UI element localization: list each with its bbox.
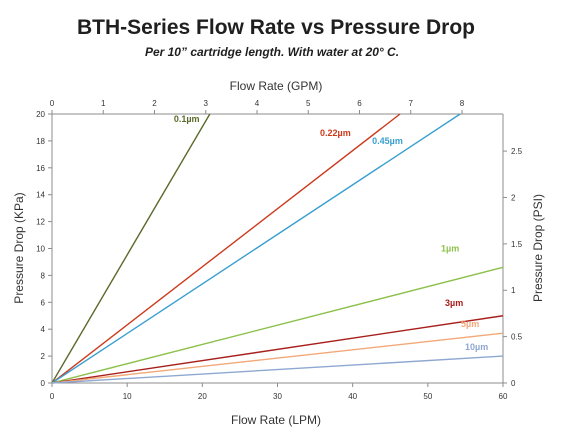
series-line-6 xyxy=(51,355,504,384)
series-line-4 xyxy=(51,315,504,384)
y-tick-label: 12 xyxy=(36,218,45,227)
x2-tick-label: 5 xyxy=(306,99,311,108)
x2-tick-label: 8 xyxy=(460,99,465,108)
x-tick-label: 30 xyxy=(273,392,282,401)
x-tick-label: 60 xyxy=(499,392,508,401)
chart-subtitle: Per 10” cartridge length. With water at … xyxy=(145,45,399,59)
y-tick-label: 6 xyxy=(41,298,46,307)
series-line-2 xyxy=(51,113,461,384)
y2-tick-label: 2 xyxy=(511,193,516,202)
y-tick-label: 14 xyxy=(36,191,45,200)
series-label-3: 1µm xyxy=(441,243,459,253)
y-tick-label: 16 xyxy=(36,164,45,173)
series-label-4: 3µm xyxy=(445,298,463,308)
x2-axis-title: Flow Rate (GPM) xyxy=(230,79,323,93)
x-tick-label: 40 xyxy=(348,392,357,401)
series-label-5: 5µm xyxy=(461,319,479,329)
x2-tick-label: 4 xyxy=(255,99,260,108)
axes: 0 10 20 30 40 50 600 1 2 3 4 5 6 7 8024681012141618200… xyxy=(36,99,523,401)
x-tick-label: 10 xyxy=(123,392,132,401)
series-line-5 xyxy=(51,332,504,384)
y2-tick-label: 2.5 xyxy=(511,147,523,156)
y-tick-label: 4 xyxy=(41,325,46,334)
y-tick-label: 8 xyxy=(41,271,46,280)
series-label-6: 10µm xyxy=(465,342,488,352)
series-line-1 xyxy=(51,113,401,384)
y-tick-label: 0 xyxy=(41,379,46,388)
y2-tick-label: 0 xyxy=(511,379,516,388)
y2-tick-label: 0.5 xyxy=(511,333,523,342)
x2-tick-label: 2 xyxy=(152,99,157,108)
y2-tick-label: 1.5 xyxy=(511,240,523,249)
y2-tick-label: 1 xyxy=(511,286,516,295)
series-label-0: 0.1µm xyxy=(174,114,200,124)
x-tick-label: 0 xyxy=(50,392,55,401)
x-tick-label: 20 xyxy=(198,392,207,401)
y-tick-label: 18 xyxy=(36,137,45,146)
x2-tick-label: 7 xyxy=(409,99,414,108)
y-axis-title: Pressure Drop (KPa) xyxy=(12,192,26,303)
series-line-3 xyxy=(51,266,504,384)
series-line-0 xyxy=(51,113,211,384)
series-labels: 0.1µm 0.22µm 0.45µm 1µm 3µm 5µm 10µm xyxy=(174,114,488,352)
x2-tick-label: 0 xyxy=(50,99,55,108)
y-tick-label: 10 xyxy=(36,245,45,254)
x-axis-title: Flow Rate (LPM) xyxy=(231,413,321,427)
x2-tick-label: 6 xyxy=(357,99,362,108)
series-label-2: 0.45µm xyxy=(372,136,403,146)
y-tick-label: 20 xyxy=(36,110,45,119)
x2-tick-label: 3 xyxy=(204,99,209,108)
x-tick-label: 50 xyxy=(423,392,432,401)
y2-axis-title: Pressure Drop (PSI) xyxy=(531,194,545,302)
series-label-1: 0.22µm xyxy=(320,128,351,138)
chart-title: BTH-Series Flow Rate vs Pressure Drop xyxy=(77,16,475,39)
x2-tick-label: 1 xyxy=(101,99,106,108)
y-tick-label: 2 xyxy=(41,352,46,361)
series-lines xyxy=(51,113,504,384)
